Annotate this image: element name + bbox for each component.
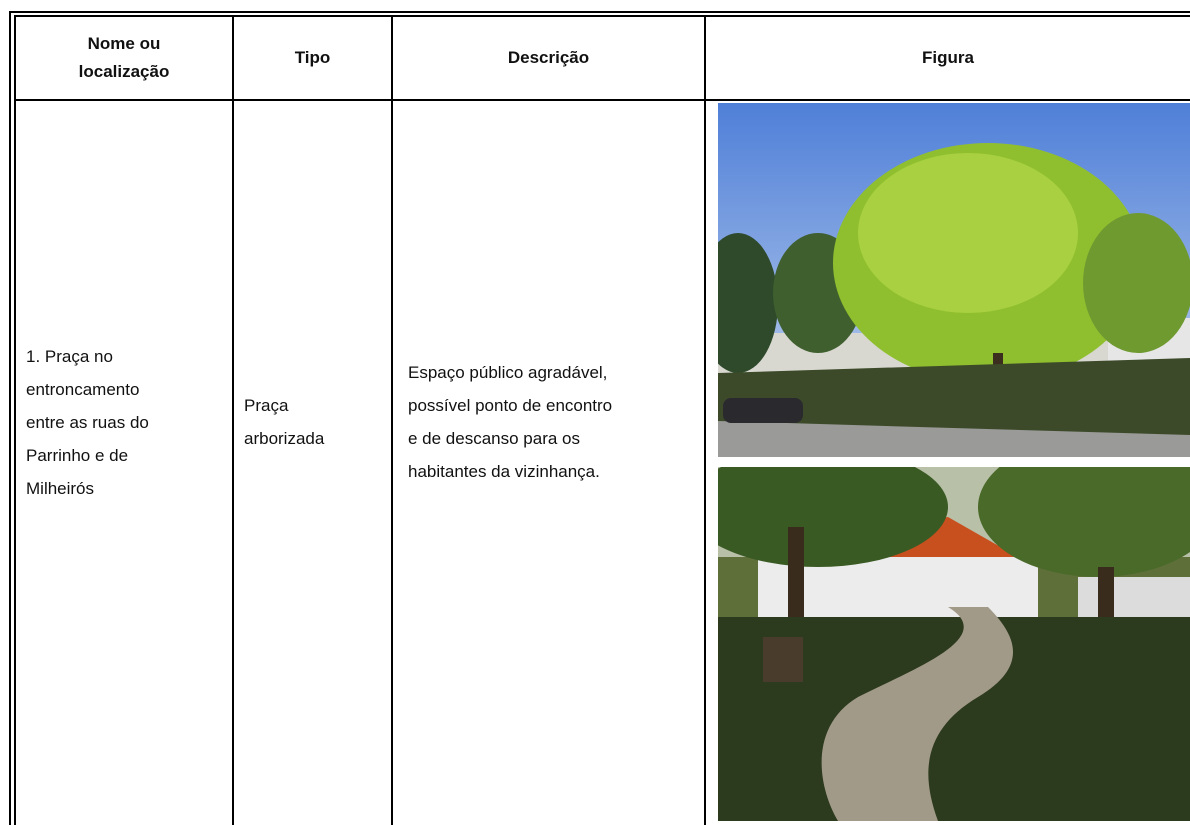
photo-path bbox=[718, 467, 1190, 821]
text-line: Nome ou bbox=[87, 34, 161, 53]
header-cell: Nome ou localização bbox=[16, 17, 232, 99]
header-cell: Tipo bbox=[234, 17, 391, 99]
body-cell: Espaço público agradável, possível ponto … bbox=[398, 101, 704, 743]
text-line: Descrição bbox=[507, 48, 590, 67]
border bbox=[9, 11, 1190, 13]
header-cell: Descrição bbox=[393, 17, 704, 99]
text-line: 1. Praça no bbox=[26, 346, 113, 366]
text-line: habitantes da vizinhança. bbox=[408, 462, 600, 481]
border bbox=[14, 15, 1190, 17]
text-line: possível ponto de encontro bbox=[408, 396, 613, 415]
text-line: Praça bbox=[244, 396, 289, 415]
photo-tree bbox=[718, 103, 1190, 457]
border bbox=[232, 15, 234, 825]
text-line: Parrinho e de bbox=[26, 445, 129, 465]
body-cell: Praça arborizada bbox=[234, 101, 391, 743]
text-line: Espaço público agradável, bbox=[408, 363, 608, 382]
border bbox=[14, 15, 16, 825]
border bbox=[14, 99, 1190, 101]
border bbox=[9, 11, 11, 825]
text-line: entroncamento bbox=[26, 379, 140, 399]
header-cell: Figura bbox=[706, 17, 1190, 99]
border bbox=[391, 15, 393, 825]
text-line: entre as ruas do bbox=[26, 412, 149, 432]
border bbox=[704, 15, 706, 825]
text-line: e de descanso para os bbox=[408, 429, 581, 448]
body-cell: 1. Praça no entroncamento entre as ruas do… bbox=[16, 101, 232, 743]
text-line: Tipo bbox=[294, 48, 331, 67]
text-line: Milheirós bbox=[26, 478, 95, 498]
text-line: localização bbox=[78, 62, 170, 81]
text-line: Figura bbox=[922, 48, 974, 67]
text-line: arborizada bbox=[244, 429, 325, 448]
